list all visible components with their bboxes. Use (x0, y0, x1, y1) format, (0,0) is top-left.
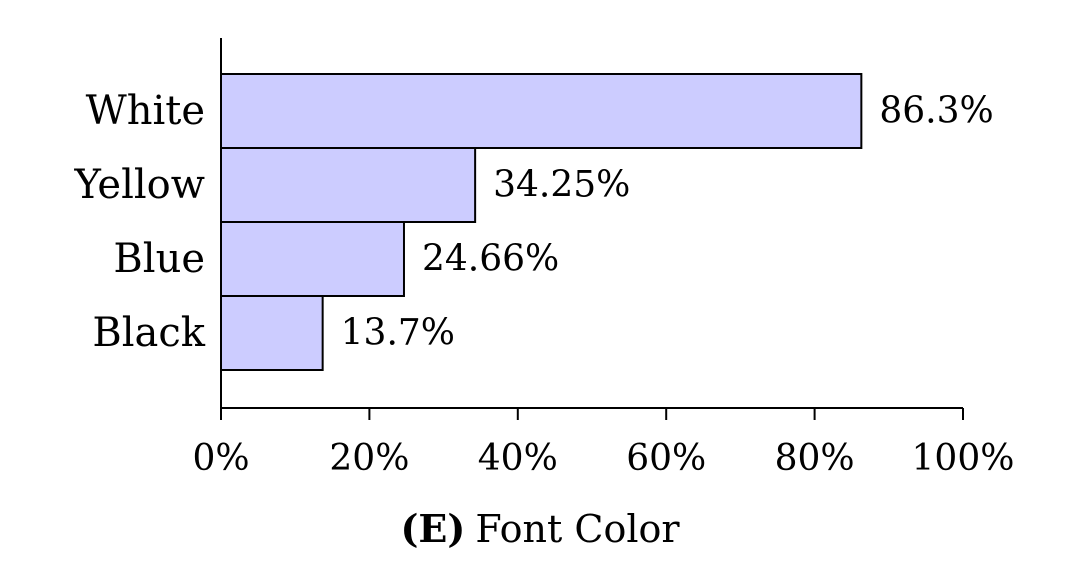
category-label-yellow: Yellow (73, 162, 205, 208)
category-label-blue: Blue (113, 236, 205, 282)
x-tick-label-80: 80% (775, 438, 855, 479)
bar-white (220, 73, 863, 149)
x-tick-label-60: 60% (626, 438, 706, 479)
x-tick-label-40: 40% (478, 438, 558, 479)
caption-text: Font Color (475, 507, 680, 551)
x-tick-label-20: 20% (329, 438, 409, 479)
x-ticks-layer: 0% 20% 40% 60% 80% 100% (192, 408, 1014, 479)
labels-layer: White 86.3% Yellow 34.25% Blue 24.66% Black 13.… (73, 88, 993, 356)
value-label-yellow: 34.25% (493, 165, 630, 206)
chart-caption: (E) Font Color (400, 506, 680, 551)
x-tick-label-0: 0% (192, 438, 249, 479)
value-label-blue: 24.66% (422, 239, 559, 280)
value-label-black: 13.7% (341, 313, 455, 354)
category-label-black: Black (92, 310, 205, 356)
bar-blue (220, 221, 405, 297)
bar-black (220, 295, 324, 371)
caption-letter: (E) (400, 506, 465, 551)
bar-yellow (220, 147, 477, 223)
value-label-white: 86.3% (879, 91, 993, 132)
x-tick-label-100: 100% (912, 438, 1015, 479)
category-label-white: White (86, 88, 205, 134)
bars-layer (220, 73, 863, 371)
